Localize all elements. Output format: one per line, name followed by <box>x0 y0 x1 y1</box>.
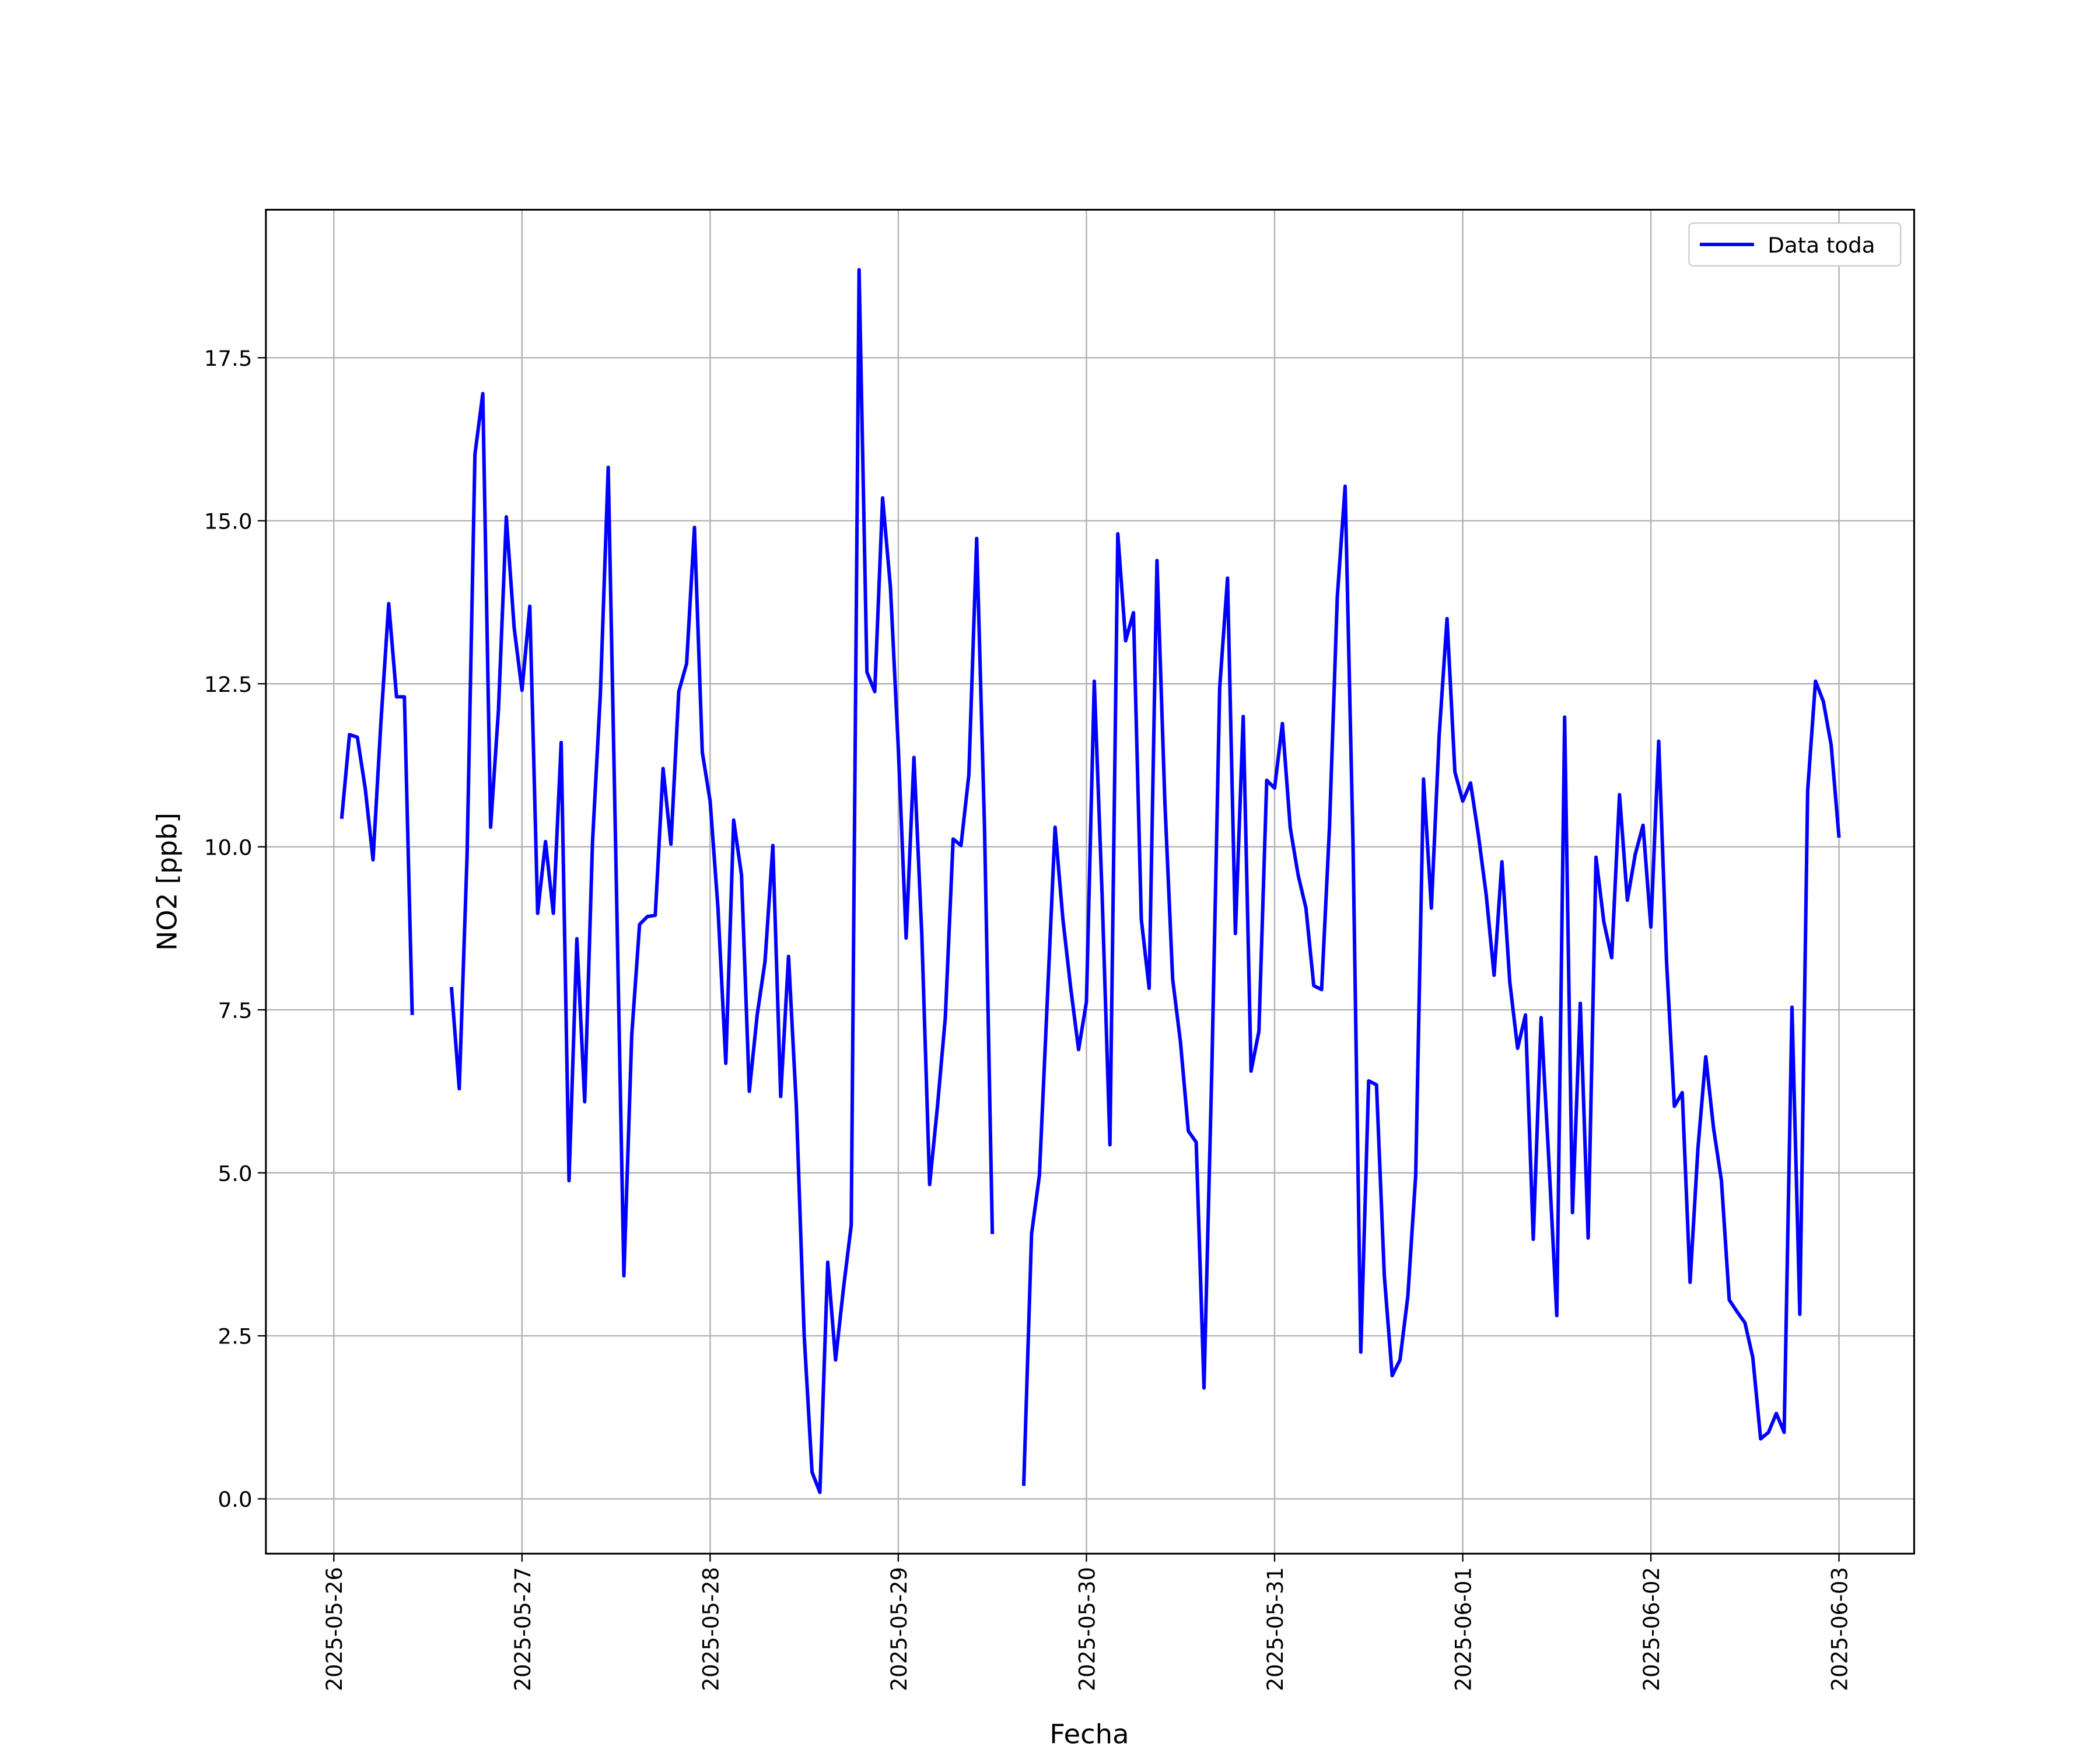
legend: Data toda <box>1688 222 1902 267</box>
x-tick-label: 2025-05-31 <box>1263 1567 1288 1691</box>
y-tick-label: 10.0 <box>204 835 253 860</box>
y-axis-label: NO2 [ppb] <box>151 813 183 951</box>
y-tick-label: 12.5 <box>204 672 253 697</box>
x-tick-label: 2025-05-27 <box>510 1567 536 1691</box>
legend-box <box>1688 222 1902 267</box>
x-axis-label: Fecha <box>1049 1718 1129 1750</box>
y-tick-label: 7.5 <box>218 998 252 1023</box>
y-tick-label: 2.5 <box>218 1324 252 1349</box>
x-tick-label: 2025-05-28 <box>698 1567 723 1691</box>
x-tick-label: 2025-05-30 <box>1074 1567 1100 1691</box>
x-tick-label: 2025-06-02 <box>1639 1567 1664 1691</box>
y-tick-label: 17.5 <box>204 346 253 371</box>
legend-label: Data toda <box>1768 233 1875 258</box>
x-tick-label: 2025-05-29 <box>887 1567 912 1691</box>
x-tick-label: 2025-05-26 <box>322 1567 347 1691</box>
y-tick-label: 5.0 <box>218 1161 252 1186</box>
plot-frame <box>265 209 1915 1555</box>
y-tick-label: 0.0 <box>218 1487 252 1512</box>
x-tick-label: 2025-06-01 <box>1451 1567 1476 1691</box>
y-tick-label: 15.0 <box>204 509 253 534</box>
x-tick-label: 2025-06-03 <box>1827 1567 1852 1691</box>
data-line <box>340 268 1841 1494</box>
